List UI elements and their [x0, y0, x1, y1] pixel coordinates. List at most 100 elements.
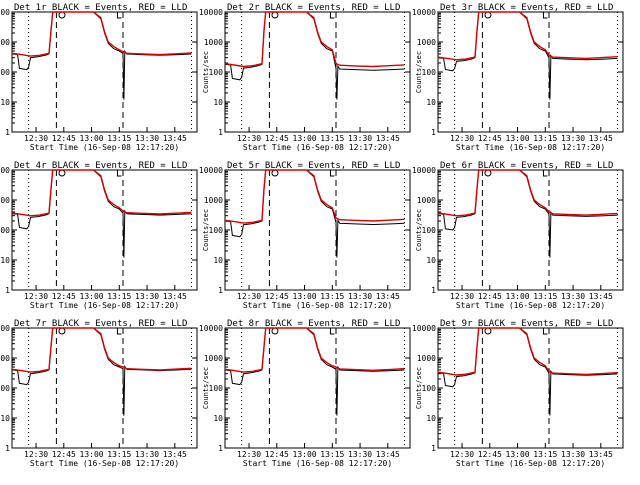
- y-tick-label: 1: [218, 286, 223, 295]
- x-axis-label: Start Time (16-Sep-08 12:17:20): [30, 143, 179, 152]
- y-tick-label: 10: [0, 256, 10, 265]
- x-axis-label: Start Time (16-Sep-08 12:17:20): [30, 459, 179, 468]
- end-marker: [116, 328, 122, 335]
- x-tick-label: 13:15: [107, 450, 131, 459]
- panel-1: Det 1r BLACK = Events, RED = LLD 1 10 100 10…: [0, 3, 198, 152]
- events-series-line: [224, 169, 405, 258]
- x-tick-label: 13:15: [533, 292, 557, 301]
- y-tick-label: 100: [209, 384, 224, 393]
- y-tick-label: 1000: [204, 38, 223, 47]
- x-tick-label: 13:00: [293, 134, 317, 143]
- y-tick-label: 1000: [204, 196, 223, 205]
- events-series-line: [437, 327, 618, 416]
- y-tick-label: 1000: [0, 354, 10, 363]
- x-tick-label: 12:45: [265, 292, 289, 301]
- x-tick-label: 12:45: [52, 134, 76, 143]
- y-tick-label: 1000: [0, 196, 10, 205]
- x-tick-label: 13:30: [135, 134, 159, 143]
- x-tick-label: 13:00: [506, 450, 530, 459]
- x-tick-label: 13:15: [533, 450, 557, 459]
- x-tick-label: 13:30: [561, 450, 585, 459]
- x-tick-label: 13:45: [163, 292, 187, 301]
- x-axis-label: Start Time (16-Sep-08 12:17:20): [30, 301, 179, 310]
- x-tick-label: 12:45: [478, 134, 502, 143]
- panel-9: Det 9r BLACK = Events, RED = LLD 1 10 100 10…: [412, 319, 624, 468]
- panel-7: Det 7r BLACK = Events, RED = LLD 1 10 100 10…: [0, 319, 198, 468]
- x-tick-label: 12:30: [237, 134, 261, 143]
- x-tick-label: 13:00: [293, 292, 317, 301]
- y-tick-label: 10000: [199, 324, 223, 333]
- x-tick-label: 13:15: [107, 134, 131, 143]
- y-tick-label: 1: [5, 128, 10, 137]
- x-axis-label: Start Time (16-Sep-08 12:17:20): [243, 459, 392, 468]
- x-tick-label: 13:30: [348, 450, 372, 459]
- x-tick-label: 13:15: [107, 292, 131, 301]
- y-axis-label: Counts/sec: [415, 51, 423, 93]
- x-tick-label: 12:45: [478, 292, 502, 301]
- panel-title: Det 6r BLACK = Events, RED = LLD: [440, 161, 613, 171]
- panel-title: Det 3r BLACK = Events, RED = LLD: [440, 3, 613, 13]
- x-tick-label: 12:45: [52, 292, 76, 301]
- panel-5: Det 5r BLACK = Events, RED = LLD 1 10 100 10…: [199, 161, 411, 310]
- y-tick-label: 1: [431, 128, 436, 137]
- y-tick-label: 10: [213, 98, 223, 107]
- x-tick-label: 13:00: [506, 292, 530, 301]
- x-tick-label: 12:45: [478, 450, 502, 459]
- y-tick-label: 10: [0, 98, 10, 107]
- x-tick-label: 12:30: [24, 292, 48, 301]
- x-tick-label: 12:30: [237, 450, 261, 459]
- panel-title: Det 2r BLACK = Events, RED = LLD: [227, 3, 400, 13]
- y-tick-label: 10000: [199, 8, 223, 17]
- x-tick-label: 13:00: [506, 134, 530, 143]
- y-axis-label: Counts/sec: [415, 209, 423, 251]
- y-tick-label: 1000: [0, 38, 10, 47]
- y-tick-label: 10000: [199, 166, 223, 175]
- x-axis-label: Start Time (16-Sep-08 12:17:20): [456, 301, 605, 310]
- panel-title: Det 7r BLACK = Events, RED = LLD: [14, 319, 187, 329]
- x-tick-label: 13:15: [533, 134, 557, 143]
- y-tick-label: 10000: [0, 8, 10, 17]
- panel-3: Det 3r BLACK = Events, RED = LLD 1 10 100 10…: [412, 3, 624, 152]
- panel-8: Det 8r BLACK = Events, RED = LLD 1 10 100 10…: [199, 319, 411, 468]
- x-tick-label: 13:45: [589, 450, 613, 459]
- panel-title: Det 8r BLACK = Events, RED = LLD: [227, 319, 400, 329]
- lld-series-line: [11, 327, 192, 373]
- x-tick-label: 13:45: [589, 292, 613, 301]
- lld-series-line: [437, 169, 618, 217]
- end-marker: [542, 328, 548, 335]
- y-tick-label: 100: [422, 226, 437, 235]
- lld-series-line: [11, 169, 192, 217]
- y-axis-label: Counts/sec: [202, 367, 210, 409]
- x-tick-label: 13:00: [80, 450, 104, 459]
- x-tick-label: 12:30: [24, 450, 48, 459]
- events-series-line: [437, 169, 618, 258]
- x-tick-label: 13:00: [80, 292, 104, 301]
- end-marker: [542, 12, 548, 19]
- x-tick-label: 12:30: [450, 450, 474, 459]
- x-tick-label: 12:30: [24, 134, 48, 143]
- y-tick-label: 1: [431, 444, 436, 453]
- y-tick-label: 10: [426, 414, 436, 423]
- y-tick-label: 1: [431, 286, 436, 295]
- x-tick-label: 13:45: [376, 292, 400, 301]
- y-tick-label: 10: [213, 414, 223, 423]
- y-tick-label: 10000: [412, 166, 436, 175]
- y-tick-label: 100: [0, 226, 10, 235]
- x-axis-label: Start Time (16-Sep-08 12:17:20): [456, 143, 605, 152]
- x-tick-label: 13:30: [561, 134, 585, 143]
- x-tick-label: 13:45: [376, 450, 400, 459]
- lld-series-line: [437, 11, 618, 61]
- end-marker: [116, 170, 122, 177]
- x-tick-label: 13:45: [163, 450, 187, 459]
- lld-series-line: [437, 327, 618, 376]
- y-tick-label: 1: [5, 444, 10, 453]
- x-tick-label: 13:45: [376, 134, 400, 143]
- y-tick-label: 10: [426, 98, 436, 107]
- y-tick-label: 1: [218, 128, 223, 137]
- y-tick-label: 1000: [417, 354, 436, 363]
- x-tick-label: 13:00: [293, 450, 317, 459]
- x-tick-label: 12:45: [265, 134, 289, 143]
- y-tick-label: 10: [213, 256, 223, 265]
- panel-title: Det 5r BLACK = Events, RED = LLD: [227, 161, 400, 171]
- x-axis-label: Start Time (16-Sep-08 12:17:20): [243, 301, 392, 310]
